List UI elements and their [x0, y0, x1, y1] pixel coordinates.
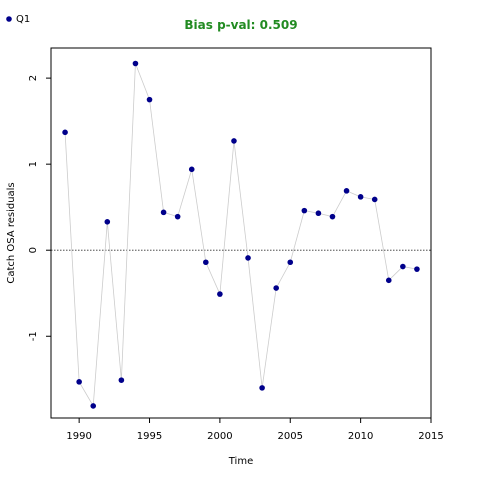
data-point [104, 219, 111, 225]
y-tick-label: 0 [28, 247, 39, 253]
data-point [343, 188, 350, 194]
data-point [329, 213, 336, 220]
chart-title: Bias p-val: 0.509 [184, 18, 297, 32]
data-point [287, 259, 294, 266]
data-point [90, 403, 97, 409]
x-tick-label: 1995 [137, 431, 162, 442]
data-point [414, 266, 420, 272]
x-tick-label: 2010 [348, 431, 373, 442]
y-tick-label: -1 [28, 331, 39, 341]
data-point [76, 379, 82, 385]
data-point [245, 255, 251, 261]
x-tick-label: 1990 [66, 431, 91, 442]
data-point [118, 377, 125, 383]
y-axis: -1 0 1 2 [28, 75, 51, 341]
legend-marker-q1 [6, 16, 12, 22]
data-point [315, 210, 322, 217]
x-tick-label: 2000 [207, 431, 232, 442]
y-tick-label: 1 [28, 161, 39, 167]
data-point [203, 259, 209, 266]
data-point [400, 263, 406, 270]
data-point [273, 285, 279, 291]
data-point [231, 138, 237, 144]
data-point [62, 129, 68, 136]
legend-label-q1: Q1 [16, 14, 30, 25]
x-tick-label: 2005 [278, 431, 303, 442]
data-point [371, 196, 378, 203]
plot-area-border [50, 47, 432, 419]
data-point [385, 277, 392, 284]
legend: Q1 [6, 14, 30, 25]
data-point [301, 207, 308, 214]
data-point [132, 60, 139, 67]
x-axis-title: Time [228, 456, 253, 467]
series-line-layer [64, 63, 418, 408]
y-tick-label: 2 [28, 75, 39, 81]
data-point-layer [62, 60, 420, 409]
series-line-q1 [64, 63, 418, 408]
data-point [174, 213, 181, 220]
data-point [259, 385, 265, 391]
data-point [357, 194, 364, 200]
y-axis-title: Catch OSA residuals [6, 182, 17, 283]
x-axis: 1990 1995 2000 2005 2010 2015 [66, 418, 444, 442]
data-point [146, 96, 153, 103]
x-tick-label: 2015 [418, 431, 443, 442]
data-point [188, 166, 195, 173]
data-point [217, 291, 223, 297]
data-point [160, 209, 167, 216]
